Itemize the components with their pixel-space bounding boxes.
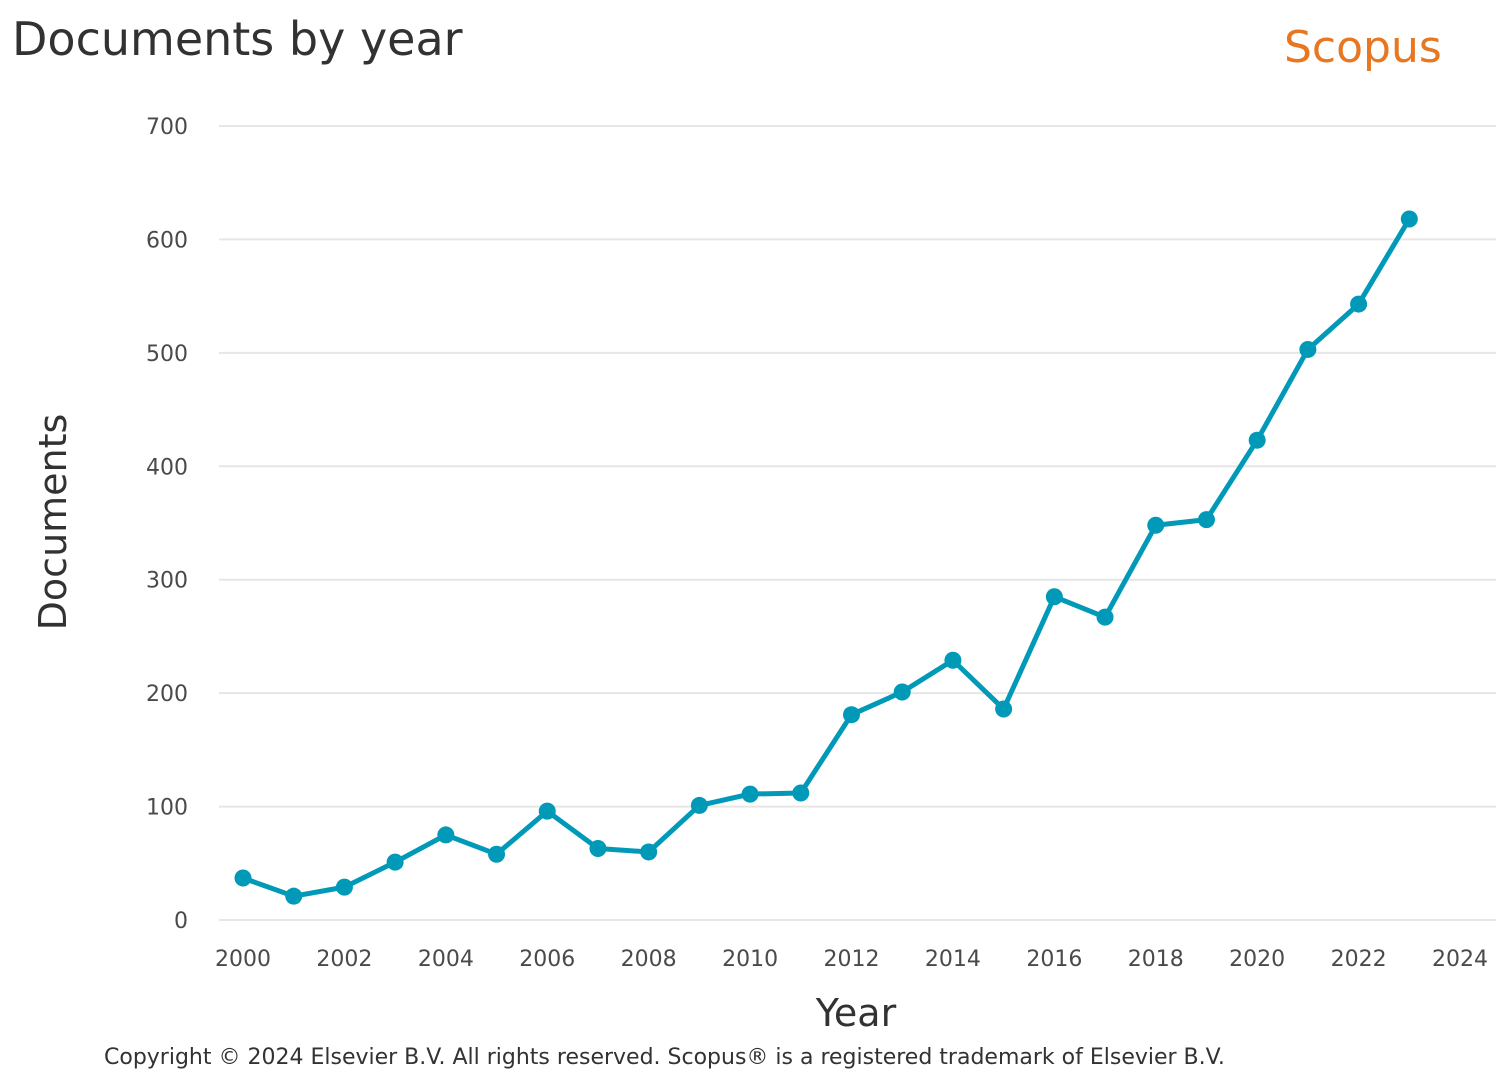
x-tick-label: 2016 — [1026, 947, 1082, 972]
x-tick-label: 2004 — [418, 947, 474, 972]
y-axis-ticks: 0 100 200 300 400 500 600 700 — [146, 115, 188, 934]
x-tick-label: 2014 — [925, 947, 981, 972]
y-tick-label: 0 — [174, 909, 188, 934]
chart-title: Documents by year — [12, 12, 463, 66]
data-point-2019 — [1197, 511, 1215, 529]
data-point-2000 — [234, 869, 252, 887]
data-point-2020 — [1248, 431, 1266, 449]
y-tick-label: 700 — [146, 115, 188, 140]
scopus-logo: Scopus — [1284, 22, 1442, 73]
x-tick-label: 2002 — [316, 947, 372, 972]
grid-lines — [219, 125, 1496, 921]
x-axis-ticks: 2000 2002 2004 2006 2008 2010 2012 2014 2016 2018… — [215, 947, 1488, 972]
x-tick-label: 2022 — [1331, 947, 1387, 972]
x-tick-label: 2024 — [1432, 947, 1488, 972]
y-tick-label: 400 — [146, 455, 188, 480]
data-point-2015 — [995, 700, 1013, 718]
x-tick-label: 2012 — [824, 947, 880, 972]
data-point-2017 — [1096, 608, 1114, 626]
y-tick-label: 200 — [146, 682, 188, 707]
data-point-2012 — [843, 706, 860, 724]
y-tick-label: 300 — [146, 569, 188, 594]
y-tick-label: 100 — [146, 796, 188, 821]
copyright-notice: Copyright © 2024 Elsevier B.V. All right… — [104, 1045, 1225, 1070]
series-line — [240, 216, 1412, 899]
series-documents — [234, 210, 1418, 905]
data-point-2013 — [893, 683, 911, 701]
data-point-2007 — [589, 840, 607, 858]
data-point-2008 — [640, 843, 658, 861]
data-point-2004 — [437, 826, 455, 844]
x-tick-label: 2006 — [519, 947, 575, 972]
data-point-2010 — [741, 785, 759, 803]
data-point-2021 — [1299, 340, 1317, 358]
data-point-2001 — [285, 887, 303, 905]
data-point-2011 — [792, 784, 810, 802]
data-point-2023 — [1400, 210, 1418, 228]
data-point-2009 — [690, 796, 708, 814]
x-tick-label: 2000 — [215, 947, 271, 972]
x-tick-label: 2018 — [1128, 947, 1184, 972]
y-tick-label: 500 — [146, 342, 188, 367]
x-tick-label: 2020 — [1229, 947, 1285, 972]
x-tick-label: 2010 — [722, 947, 778, 972]
data-point-2018 — [1147, 516, 1165, 534]
y-axis-label: Documents — [31, 414, 75, 631]
x-tick-label: 2008 — [621, 947, 677, 972]
data-point-2022 — [1350, 295, 1368, 313]
data-point-2006 — [538, 802, 556, 820]
data-point-2003 — [386, 853, 404, 871]
data-point-2016 — [1045, 588, 1063, 606]
data-point-2005 — [488, 845, 506, 863]
data-point-2014 — [944, 651, 962, 669]
y-tick-label: 600 — [146, 228, 188, 253]
x-axis-label: Year — [815, 991, 897, 1035]
data-point-2002 — [335, 878, 353, 896]
